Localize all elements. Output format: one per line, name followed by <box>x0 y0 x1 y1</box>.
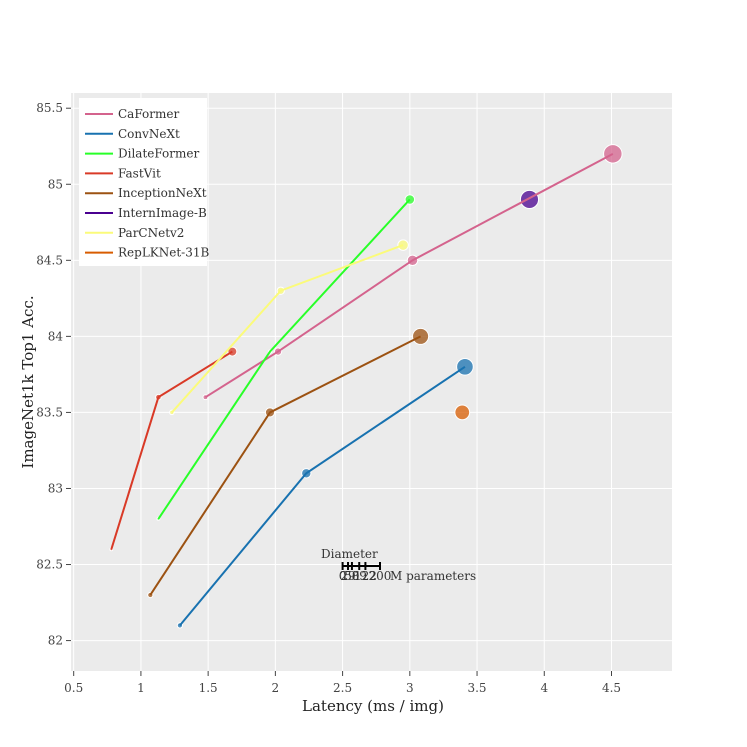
legend-label: InceptionNeXt <box>118 186 207 200</box>
x-tick-label: 4.5 <box>602 681 621 695</box>
legend-label: FastVit <box>118 166 161 180</box>
line-parcnetv2 <box>171 244 404 414</box>
x-axis: 0.5 1 1.5 2 2.5 3 3.5 4 4.5 <box>64 671 621 695</box>
x-tick-label: 4 <box>540 681 548 695</box>
y-tick-label: 82.5 <box>36 558 63 572</box>
marker-internimage-b-0 <box>519 189 540 210</box>
size-scale-label: 29 <box>340 569 355 583</box>
y-axis: 82 82.5 83 83.5 84 84.5 85 85.5 <box>36 101 71 648</box>
y-axis-title: ImageNet1k Top1 Acc. <box>19 295 37 468</box>
x-tick-label: 1 <box>137 681 145 695</box>
y-tick-label: 82 <box>48 634 63 648</box>
x-axis-title: Latency (ms / img) <box>302 697 444 715</box>
x-tick-label: 3.5 <box>467 681 486 695</box>
size-scale-label: 0 <box>339 569 347 583</box>
marker-parcnetv2-2 <box>397 239 409 251</box>
y-tick-label: 83.5 <box>36 405 63 419</box>
line-caformer <box>204 152 614 399</box>
legend-label: CaFormer <box>118 107 179 121</box>
line-dilateformer <box>157 198 411 520</box>
legend: CaFormer ConvNeXt DilateFormer FastVit Incep… <box>79 98 210 266</box>
line-fastvit <box>110 350 233 550</box>
y-tick-label: 85.5 <box>36 101 63 115</box>
series-lines <box>110 152 614 627</box>
y-tick-label: 84 <box>48 329 64 343</box>
size-scale-label: 122 <box>354 569 377 583</box>
legend-label: InternImage-B <box>118 206 207 220</box>
legend-box <box>79 98 207 266</box>
x-tick-label: 2 <box>272 681 280 695</box>
legend-label: DilateFormer <box>118 147 199 161</box>
size-scale-title: Diameter <box>321 547 378 561</box>
line-inceptionnext <box>149 335 422 596</box>
marker-replknet-31b-0 <box>454 404 471 421</box>
legend-label: ParCNetv2 <box>118 226 184 240</box>
line-convnext <box>179 365 466 627</box>
size-scale-unit: M parameters <box>390 569 476 583</box>
legend-label: ConvNeXt <box>118 127 180 141</box>
x-tick-label: 0.5 <box>64 681 83 695</box>
x-tick-label: 1.5 <box>199 681 218 695</box>
y-tick-label: 83 <box>48 481 63 495</box>
x-tick-label: 2.5 <box>333 681 352 695</box>
y-tick-label: 85 <box>48 177 63 191</box>
legend-label: RepLKNet-31B <box>118 246 210 260</box>
size-scale-label: 50 <box>344 569 359 583</box>
size-scale-label: 200 <box>369 569 392 583</box>
x-tick-label: 3 <box>406 681 414 695</box>
y-tick-label: 84.5 <box>36 253 63 267</box>
size-scale-label: 89 <box>352 569 367 583</box>
